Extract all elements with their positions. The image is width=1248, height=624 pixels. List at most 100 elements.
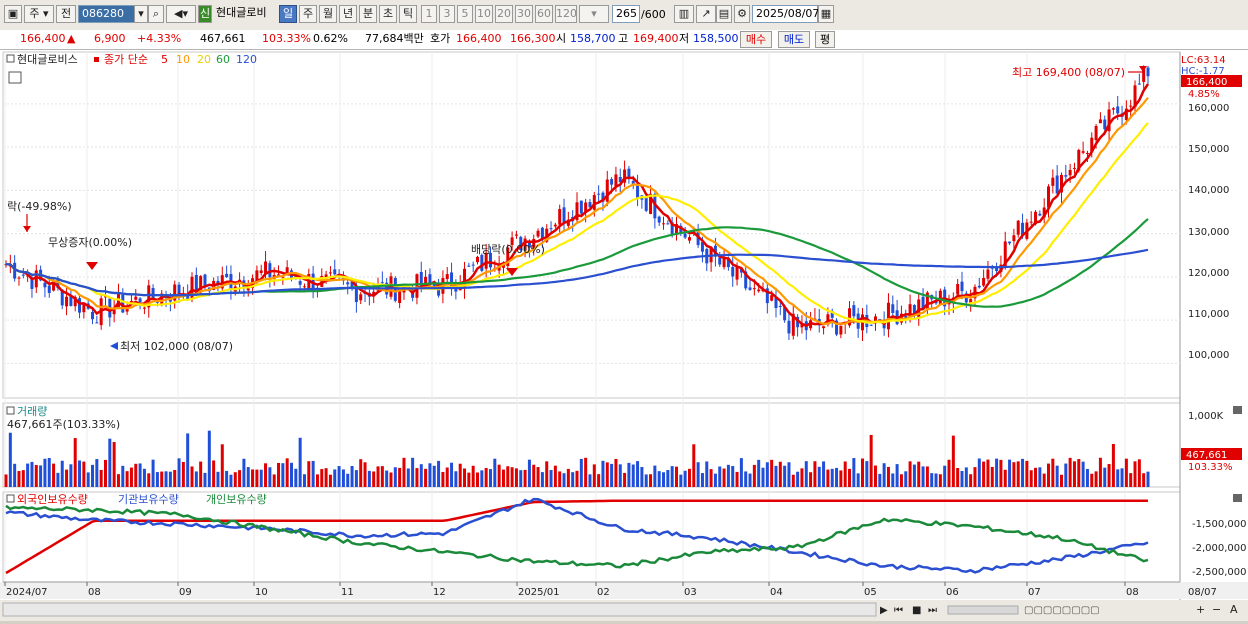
candle-body [432, 284, 436, 287]
stock-code-input[interactable]: 086280 [78, 5, 136, 23]
y-tick-130000: 130,000 [1188, 227, 1229, 238]
scroll-first-icon[interactable]: ⏮ [894, 605, 903, 616]
candle-body [246, 288, 250, 291]
save-icon[interactable]: ▤ [716, 5, 732, 23]
scroll-right-icon[interactable]: ▶ [880, 605, 888, 616]
toolbar: ▣ 주 ▾ 전 086280 ▾ ⌕ ◀▾ 신 현대글로비 일 주 월 년 분 … [0, 0, 1248, 31]
step-30[interactable]: 30 [515, 5, 533, 23]
view-tools-icons[interactable]: ▢▢▢▢▢▢▢▢ [1024, 605, 1100, 616]
sell-button[interactable]: 매도 [778, 31, 810, 48]
candle-body [891, 304, 895, 313]
volume-bar [78, 460, 82, 487]
candle-body [82, 304, 86, 313]
volume-bar [588, 474, 592, 487]
chart-type-icon[interactable]: ▥ [674, 5, 694, 23]
volume-bar [402, 457, 406, 487]
candle-body [917, 299, 921, 318]
candle-body [268, 263, 272, 278]
step-60[interactable]: 60 [535, 5, 553, 23]
volume-bar [350, 465, 354, 487]
volume-bar [705, 461, 709, 487]
volume-bar [168, 471, 172, 487]
date-input[interactable]: 2025/08/07 [752, 5, 819, 23]
scroll-last-icon[interactable]: ⏭ [928, 605, 937, 616]
candle-body [160, 293, 164, 306]
window-menu-icon[interactable]: ▣ [4, 5, 22, 23]
tab-day[interactable]: 일 [279, 5, 297, 23]
volume-bar [644, 474, 648, 487]
zoom-out-icon[interactable]: − [1212, 603, 1221, 616]
zoom-slider[interactable] [947, 605, 1019, 615]
count-input[interactable]: 265 [612, 5, 640, 23]
period-select-label: 주 [29, 7, 40, 20]
volume-bar [108, 438, 112, 487]
tab-tick[interactable]: 틱 [399, 5, 417, 23]
chart-area[interactable]: 현대글로비스 종가 단순 5 10 20 60 120 최고 169,400 (… [0, 50, 1248, 621]
candle-body [419, 272, 423, 288]
candle-body [346, 282, 350, 285]
period-select[interactable]: 주 ▾ [24, 5, 54, 23]
tab-month[interactable]: 월 [319, 5, 337, 23]
volume-bar [657, 471, 661, 487]
candle-body [1055, 175, 1059, 194]
candle-body [623, 169, 627, 183]
code-dropdown-icon[interactable]: ▾ [134, 5, 148, 23]
volume-bar [796, 471, 800, 487]
candle-body [78, 298, 82, 313]
volume-bar [199, 461, 203, 487]
candle-body [787, 320, 791, 334]
candle-body [666, 223, 670, 225]
volume-bar [969, 474, 973, 487]
buy-button[interactable]: 매수 [740, 31, 772, 48]
scroll-stop-icon[interactable]: ■ [912, 605, 921, 616]
volume-bar [540, 472, 544, 487]
low-label: 저 [679, 32, 690, 45]
avg-button[interactable]: 평 [815, 31, 835, 48]
tab-second[interactable]: 초 [379, 5, 397, 23]
zoom-in-icon[interactable]: + [1196, 603, 1205, 616]
font-size-icon[interactable]: A [1230, 603, 1238, 616]
holding-close-icon[interactable] [1233, 494, 1242, 502]
candle-body [225, 273, 229, 278]
speaker-icon[interactable]: ◀▾ [166, 5, 196, 23]
candle-body [277, 274, 281, 276]
tab-minute[interactable]: 분 [359, 5, 377, 23]
holding-toggle-icon[interactable] [6, 494, 15, 503]
step-20[interactable]: 20 [495, 5, 513, 23]
volume-bar [977, 458, 981, 487]
volume-close-icon[interactable] [1233, 406, 1242, 414]
y-tick-150000: 150,000 [1188, 144, 1229, 155]
candle-body [186, 293, 190, 300]
volume-bar [566, 468, 570, 487]
step-3[interactable]: 3 [439, 5, 455, 23]
search-icon[interactable]: ⌕ [148, 5, 164, 23]
panel-toggle-icon[interactable] [6, 54, 15, 63]
horizontal-scrollbar[interactable] [2, 602, 877, 617]
calendar-icon[interactable]: ▦ [818, 5, 834, 23]
candle-body [566, 219, 570, 226]
volume-bar [229, 474, 233, 487]
tab-week[interactable]: 주 [299, 5, 317, 23]
candle-body [553, 224, 557, 227]
step-10[interactable]: 10 [475, 5, 493, 23]
volume-bar [770, 459, 774, 487]
candle-body [618, 177, 622, 183]
settings-icon[interactable]: ⚙ [734, 5, 750, 23]
candle-body [1064, 175, 1068, 177]
data-table-icon[interactable] [8, 71, 22, 84]
step-5[interactable]: 5 [457, 5, 473, 23]
volume-bar [186, 433, 190, 487]
volume-toggle-icon[interactable] [6, 406, 15, 415]
step-1[interactable]: 1 [421, 5, 437, 23]
drawing-tool-icon[interactable]: ↗ [696, 5, 716, 23]
candle-body [1029, 221, 1033, 223]
stock-chart[interactable]: 현대글로비스 종가 단순 5 10 20 60 120 최고 169,400 (… [0, 50, 1248, 621]
volume-bar [995, 458, 999, 487]
candle-body [354, 288, 358, 303]
step-120[interactable]: 120 [555, 5, 577, 23]
custom-step-select[interactable]: ▾ [579, 5, 609, 23]
volume-bar [428, 463, 432, 487]
prev-button[interactable]: 전 [56, 5, 76, 23]
candle-body [514, 234, 518, 236]
tab-year[interactable]: 년 [339, 5, 357, 23]
